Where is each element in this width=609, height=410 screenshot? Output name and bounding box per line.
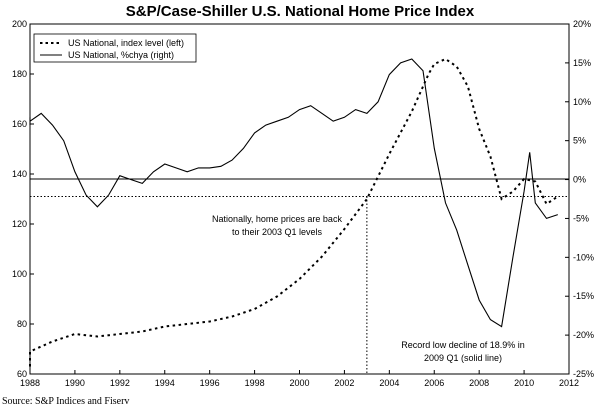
- annotation-record-low-line-1: Record low decline of 18.9% in: [401, 340, 525, 350]
- x-tick-label: 2012: [559, 378, 579, 388]
- left-tick-label: 180: [12, 69, 27, 79]
- right-tick-label: -25%: [573, 369, 594, 379]
- series-index-level-line: [29, 57, 559, 367]
- x-tick-label: 2000: [289, 378, 309, 388]
- left-tick-label: 80: [17, 319, 27, 329]
- x-tick-label: 2002: [334, 378, 354, 388]
- right-tick-label: -5%: [573, 213, 589, 223]
- reference-lines: [30, 178, 569, 374]
- legend-label-chya: US National, %chya (right): [68, 50, 174, 60]
- x-tick-label: 2006: [424, 378, 444, 388]
- right-tick-label: 0%: [573, 175, 586, 185]
- series-chya-line: [29, 58, 558, 328]
- right-tick-label: -20%: [573, 330, 594, 340]
- left-axis-ticks: 60 80 100 120 140 160 180 200: [12, 19, 34, 379]
- x-tick-label: 1992: [110, 378, 130, 388]
- x-tick-label: 1994: [155, 378, 175, 388]
- annotation-2003-line-2: to their 2003 Q1 levels: [232, 227, 323, 237]
- left-tick-label: 160: [12, 119, 27, 129]
- x-tick-label: 2004: [379, 378, 399, 388]
- plot-area: [29, 23, 570, 375]
- left-tick-label: 100: [12, 269, 27, 279]
- x-tick-label: 1988: [20, 378, 40, 388]
- annotation-record-low-line-2: 2009 Q1 (solid line): [424, 353, 502, 363]
- x-tick-label: 2008: [469, 378, 489, 388]
- right-tick-label: 10%: [573, 97, 591, 107]
- series-group: [29, 57, 559, 367]
- left-tick-label: 120: [12, 219, 27, 229]
- left-tick-label: 140: [12, 169, 27, 179]
- source-note: Source: S&P Indices and Fiserv: [2, 396, 129, 407]
- x-tick-label: 1996: [200, 378, 220, 388]
- right-tick-label: -15%: [573, 291, 594, 301]
- legend: US National, index level (left) US Natio…: [33, 33, 197, 63]
- legend-box: [33, 33, 197, 63]
- legend-label-index-level: US National, index level (left): [68, 38, 184, 48]
- right-tick-label: -10%: [573, 252, 594, 262]
- x-axis-ticks: 1988 1990 1992 1994 1996 1998 2000 2002 2004 2006…: [20, 370, 579, 388]
- left-tick-label: 60: [17, 369, 27, 379]
- right-axis-ticks: -25% -20% -15% -10% -5% 0% 5% 10% 15% 20%: [565, 19, 594, 379]
- left-tick-label: 200: [12, 19, 27, 29]
- x-tick-label: 2010: [514, 378, 534, 388]
- right-tick-label: 5%: [573, 136, 586, 146]
- right-tick-label: 15%: [573, 58, 591, 68]
- chart-title: S&P/Case-Shiller U.S. National Home Pric…: [126, 3, 475, 20]
- x-tick-label: 1990: [65, 378, 85, 388]
- x-tick-label: 1998: [245, 378, 265, 388]
- annotation-2003-line-1: Nationally, home prices are back: [212, 214, 342, 224]
- right-tick-label: 20%: [573, 19, 591, 29]
